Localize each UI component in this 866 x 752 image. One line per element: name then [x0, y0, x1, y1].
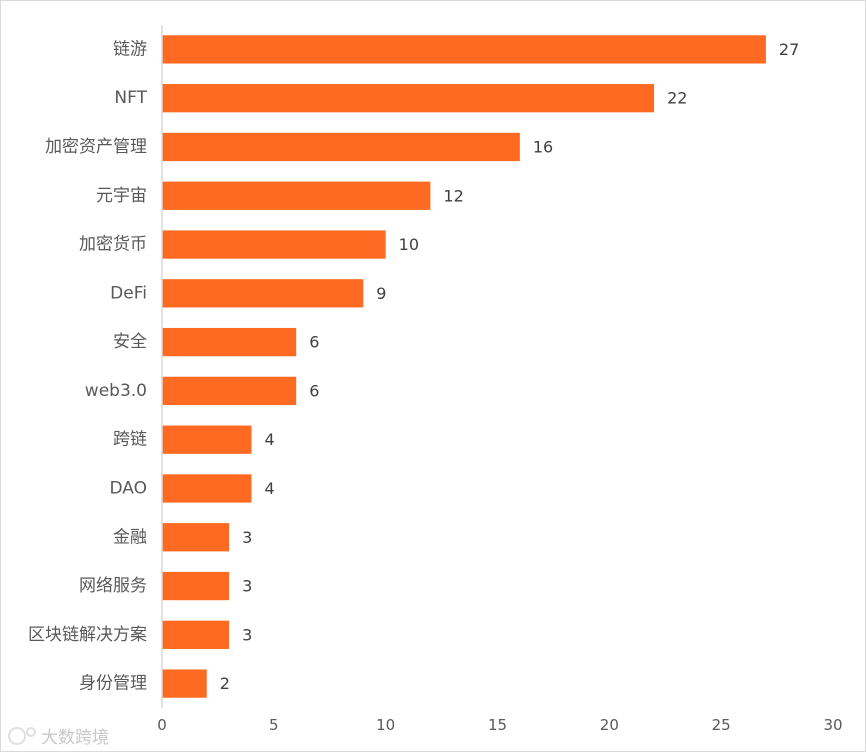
- category-label-4: 加密货币: [79, 235, 147, 255]
- category-label-6: 安全: [113, 332, 147, 352]
- value-label-2: 16: [533, 137, 553, 156]
- bar-4: [162, 230, 386, 259]
- bar-7: [162, 376, 297, 406]
- x-tick-label-1: 5: [269, 716, 279, 734]
- bar-1: [162, 84, 655, 113]
- x-tick-label-0: 0: [157, 716, 167, 734]
- value-label-10: 3: [242, 528, 252, 547]
- value-label-4: 10: [399, 235, 419, 254]
- bar-9: [162, 474, 252, 503]
- bar-10: [162, 523, 230, 552]
- value-label-12: 3: [242, 625, 252, 644]
- bar-3: [162, 181, 431, 210]
- value-label-7: 6: [309, 381, 319, 400]
- value-label-11: 3: [242, 577, 252, 596]
- x-tick-label-3: 15: [488, 716, 507, 734]
- category-label-13: 身份管理: [79, 674, 147, 694]
- x-tick-label-4: 20: [600, 716, 619, 734]
- category-label-2: 加密资产管理: [45, 137, 147, 157]
- value-label-5: 9: [376, 284, 386, 303]
- value-label-9: 4: [264, 479, 274, 498]
- bar-8: [162, 425, 252, 454]
- category-label-9: DAO: [109, 478, 147, 498]
- bar-11: [162, 571, 230, 601]
- bar-0: [162, 35, 766, 64]
- category-label-3: 元宇宙: [96, 186, 147, 206]
- category-label-10: 金融: [113, 527, 147, 547]
- bar-6: [162, 327, 297, 357]
- x-tick-label-5: 25: [712, 716, 731, 734]
- value-label-6: 6: [309, 333, 319, 352]
- bar-12: [162, 620, 230, 649]
- x-tick-label-2: 10: [376, 716, 395, 734]
- category-label-5: DeFi: [110, 283, 147, 303]
- x-tick-label-6: 30: [823, 716, 842, 734]
- value-labels-group: 27 22 16 12 10 9 6 6 4 4 3 3 3 2: [220, 40, 800, 693]
- bar-13: [162, 669, 207, 698]
- category-label-8: 跨链: [113, 430, 147, 450]
- value-label-0: 27: [779, 40, 799, 59]
- category-label-12: 区块链解决方案: [28, 625, 147, 645]
- category-label-0: 链游: [113, 39, 147, 59]
- watermark-logo-icon: [8, 727, 36, 745]
- watermark: 大数跨境: [8, 727, 109, 748]
- category-label-11: 网络服务: [79, 576, 147, 596]
- value-label-3: 12: [443, 186, 463, 205]
- value-label-13: 2: [220, 674, 230, 693]
- value-label-8: 4: [264, 430, 274, 449]
- x-tick-labels-group: 0 5 10 15 20 25 30: [157, 716, 842, 734]
- bars-group: [162, 35, 766, 698]
- category-label-1: NFT: [114, 88, 147, 108]
- value-label-1: 22: [667, 89, 687, 108]
- watermark-text: 大数跨境: [41, 728, 109, 748]
- bar-2: [162, 132, 520, 162]
- category-label-7: web3.0: [85, 381, 147, 401]
- bar-5: [162, 279, 364, 308]
